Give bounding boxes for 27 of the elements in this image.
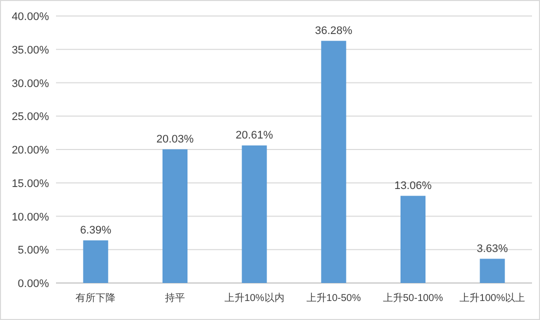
x-tick-label: 上升10-50% — [306, 292, 362, 304]
y-tick-label: 5.00% — [18, 244, 50, 257]
bar — [162, 149, 188, 283]
y-tick-label: 25.00% — [12, 111, 50, 124]
bar — [242, 145, 267, 283]
bar — [83, 240, 108, 283]
data-label: 3.63% — [476, 242, 508, 255]
y-tick-label: 0.00% — [18, 278, 50, 290]
y-tick-label: 35.00% — [12, 44, 50, 56]
y-tick-label: 40.00% — [12, 11, 50, 23]
x-tick-label: 持平 — [165, 292, 185, 304]
bar — [480, 258, 505, 283]
y-tick-label: 30.00% — [12, 78, 50, 90]
x-tick-label: 上升100%以上 — [460, 292, 526, 304]
data-label: 6.39% — [80, 224, 112, 236]
x-tick-label: 上升10%以内 — [224, 292, 284, 304]
bar — [321, 40, 346, 283]
x-tick-label: 上升50-100% — [382, 292, 444, 304]
x-tick-label: 有所下降 — [76, 292, 116, 304]
y-tick-label: 10.00% — [12, 211, 50, 224]
bar — [400, 196, 426, 283]
data-label: 36.28% — [315, 24, 353, 37]
y-tick-label: 15.00% — [12, 178, 50, 190]
data-label: 20.03% — [156, 133, 194, 146]
data-label: 13.06% — [394, 180, 432, 192]
y-tick-label: 20.00% — [12, 144, 50, 156]
data-label: 20.61% — [236, 129, 274, 142]
